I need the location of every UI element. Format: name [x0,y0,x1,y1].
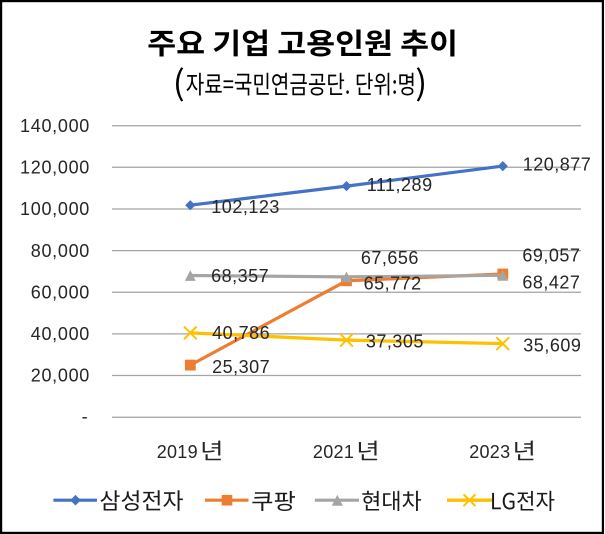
svg-text:35,609: 35,609 [523,336,581,356]
svg-text:25,307: 25,307 [212,357,270,377]
svg-text:80,000: 80,000 [31,241,90,261]
svg-text:102,123: 102,123 [211,197,280,217]
svg-text:2023: 2023 [469,442,510,462]
svg-text:20,000: 20,000 [31,366,90,386]
svg-text:120,000: 120,000 [20,158,90,178]
svg-text:67,656: 67,656 [361,248,419,268]
svg-text:40,786: 40,786 [212,323,270,343]
svg-text:2021: 2021 [313,442,354,462]
svg-text:37,305: 37,305 [366,331,424,351]
svg-text:69,057: 69,057 [522,246,580,266]
svg-text:2019: 2019 [157,442,198,462]
svg-text:120,877: 120,877 [523,154,592,174]
svg-text:60,000: 60,000 [31,283,90,303]
svg-text:68,357: 68,357 [211,266,269,286]
svg-text:111,289: 111,289 [367,175,433,195]
svg-text:100,000: 100,000 [20,199,90,219]
svg-text:140,000: 140,000 [20,116,90,136]
svg-text:68,427: 68,427 [522,273,580,293]
svg-text:40,000: 40,000 [31,324,90,344]
svg-text:65,772: 65,772 [364,274,422,294]
svg-text:-: - [82,406,89,426]
